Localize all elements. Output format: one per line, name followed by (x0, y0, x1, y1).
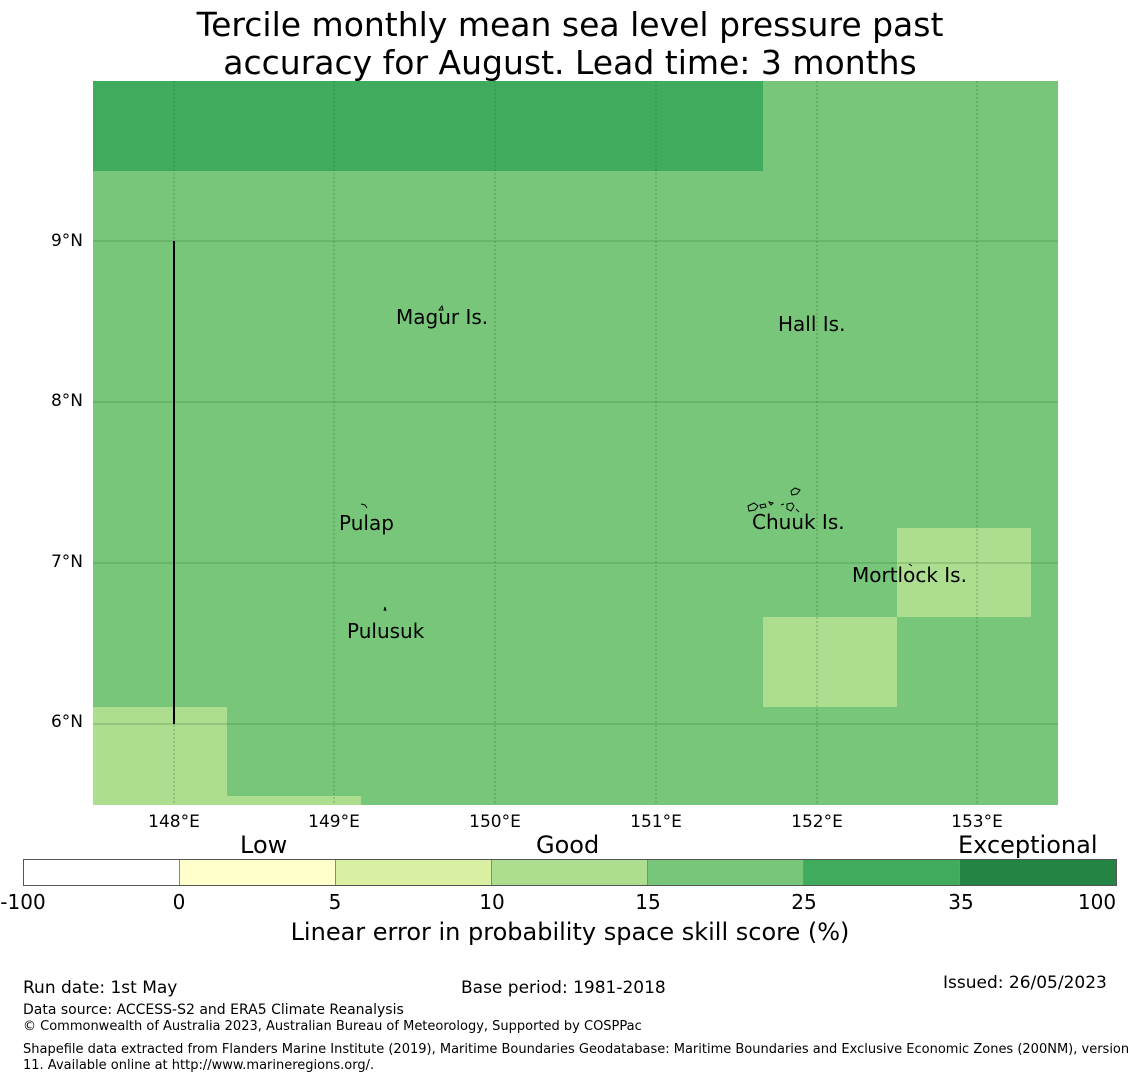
lon-label: 151°E (630, 812, 682, 832)
place-label: Chuuk Is. (752, 510, 845, 534)
colorbar-tick: 25 (791, 890, 817, 914)
lon-label: 153°E (951, 812, 1003, 832)
map-gridlines-lat (93, 240, 1058, 725)
lat-label: 7°N (50, 552, 83, 572)
lon-label: 149°E (308, 812, 360, 832)
chart-title: Tercile monthly mean sea level pressure … (0, 6, 1140, 82)
map-low-skill-region (897, 528, 1031, 617)
lon-label: 148°E (148, 812, 200, 832)
colorbar-tick: 100 (1077, 890, 1117, 914)
island-outlines (360, 304, 913, 612)
lon-label: 150°E (469, 812, 521, 832)
colorbar-tick: 0 (172, 890, 186, 914)
colorbar-tick: 35 (948, 890, 974, 914)
lat-label: 6°N (50, 712, 83, 732)
colorbar-category: Low (240, 831, 288, 859)
colorbar-tick: 15 (635, 890, 661, 914)
map-gridlines (173, 81, 978, 805)
lat-label: 8°N (50, 391, 83, 411)
colorbar-segment (492, 860, 648, 885)
place-label: Hall Is. (778, 312, 846, 336)
colorbar-segment (336, 860, 492, 885)
colorbar-tick: 5 (328, 890, 342, 914)
colorbar (23, 859, 1117, 886)
colorbar-segment (960, 860, 1116, 885)
run-date: Run date: 1st May (23, 978, 178, 998)
colorbar-tick: -100 (0, 890, 46, 914)
skill-map (93, 81, 1058, 805)
title-line-1: Tercile monthly mean sea level pressure … (196, 5, 944, 44)
place-label: Pulusuk (347, 619, 425, 643)
title-line-2: accuracy for August. Lead time: 3 months (223, 43, 917, 82)
colorbar-segment (804, 860, 960, 885)
data-source: Data source: ACCESS-S2 and ERA5 Climate … (23, 1002, 404, 1018)
place-label: Pulap (339, 511, 394, 535)
map-low-skill-region (227, 796, 361, 805)
lat-label: 9°N (50, 231, 83, 251)
place-label: Magur Is. (396, 305, 489, 329)
issued-date: Issued: 26/05/2023 (943, 973, 1107, 993)
place-label: Mortlock Is. (852, 563, 967, 587)
colorbar-segment (180, 860, 336, 885)
colorbar-category: Exceptional (958, 831, 1098, 859)
map-base-region (93, 81, 1058, 805)
shapefile-credit: Shapefile data extracted from Flanders M… (23, 1042, 1130, 1073)
lon-label: 152°E (791, 812, 843, 832)
map-high-skill-region (93, 81, 763, 171)
copyright: © Commonwealth of Australia 2023, Austra… (23, 1019, 642, 1034)
colorbar-segment (24, 860, 180, 885)
colorbar-segment (648, 860, 804, 885)
map-low-skill-region (93, 707, 227, 805)
colorbar-label: Linear error in probability space skill … (290, 918, 850, 946)
colorbar-category: Good (536, 831, 600, 859)
base-period: Base period: 1981-2018 (461, 978, 666, 998)
colorbar-tick: 10 (479, 890, 505, 914)
map-low-skill-region (763, 617, 897, 707)
